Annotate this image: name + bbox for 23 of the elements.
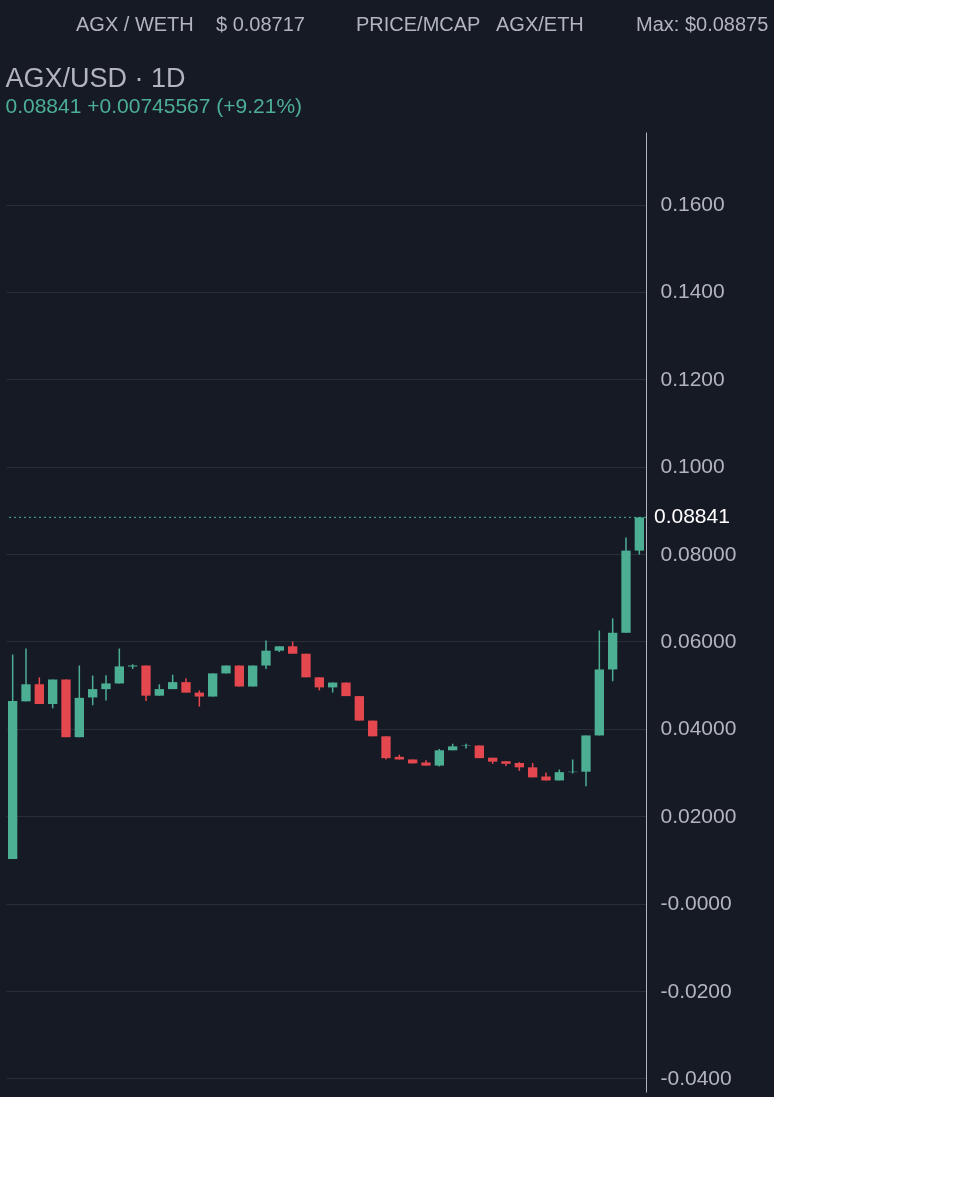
chart-subtitle: 0.08841 +0.00745567 (+9.21%) xyxy=(5,94,303,117)
candlestick xyxy=(181,677,191,694)
y-tick-label: 0.1200 xyxy=(660,366,725,390)
y-tick-label: 0.06000 xyxy=(660,628,737,652)
text: AGX / WETH xyxy=(76,13,194,35)
text: AGX/ETH xyxy=(496,13,584,35)
y-tick-label: 0.1000 xyxy=(660,454,725,478)
y-tick-label: 0.1400 xyxy=(660,279,725,303)
y-tick-label: -0.0000 xyxy=(660,891,732,915)
y-tick-label: 0.1600 xyxy=(660,192,725,216)
ref-line-label: 0.08841 xyxy=(654,504,730,528)
y-tick-label: 0.02000 xyxy=(660,803,737,827)
candlestick xyxy=(101,674,111,702)
y-tick-label: 0.04000 xyxy=(660,716,737,740)
candlestick xyxy=(461,742,471,750)
chart-title: AGX/USD · 1D xyxy=(5,63,186,93)
y-tick-label: 0.08000 xyxy=(660,541,737,565)
candlestick xyxy=(501,760,511,767)
y-tick-label: -0.0200 xyxy=(660,978,732,1002)
y-tick-label: -0.0400 xyxy=(660,1065,732,1089)
text: Max: $0.08875 xyxy=(636,13,769,35)
text: PRICE/MCAP xyxy=(356,13,481,35)
text: $ 0.08717 xyxy=(216,13,305,35)
